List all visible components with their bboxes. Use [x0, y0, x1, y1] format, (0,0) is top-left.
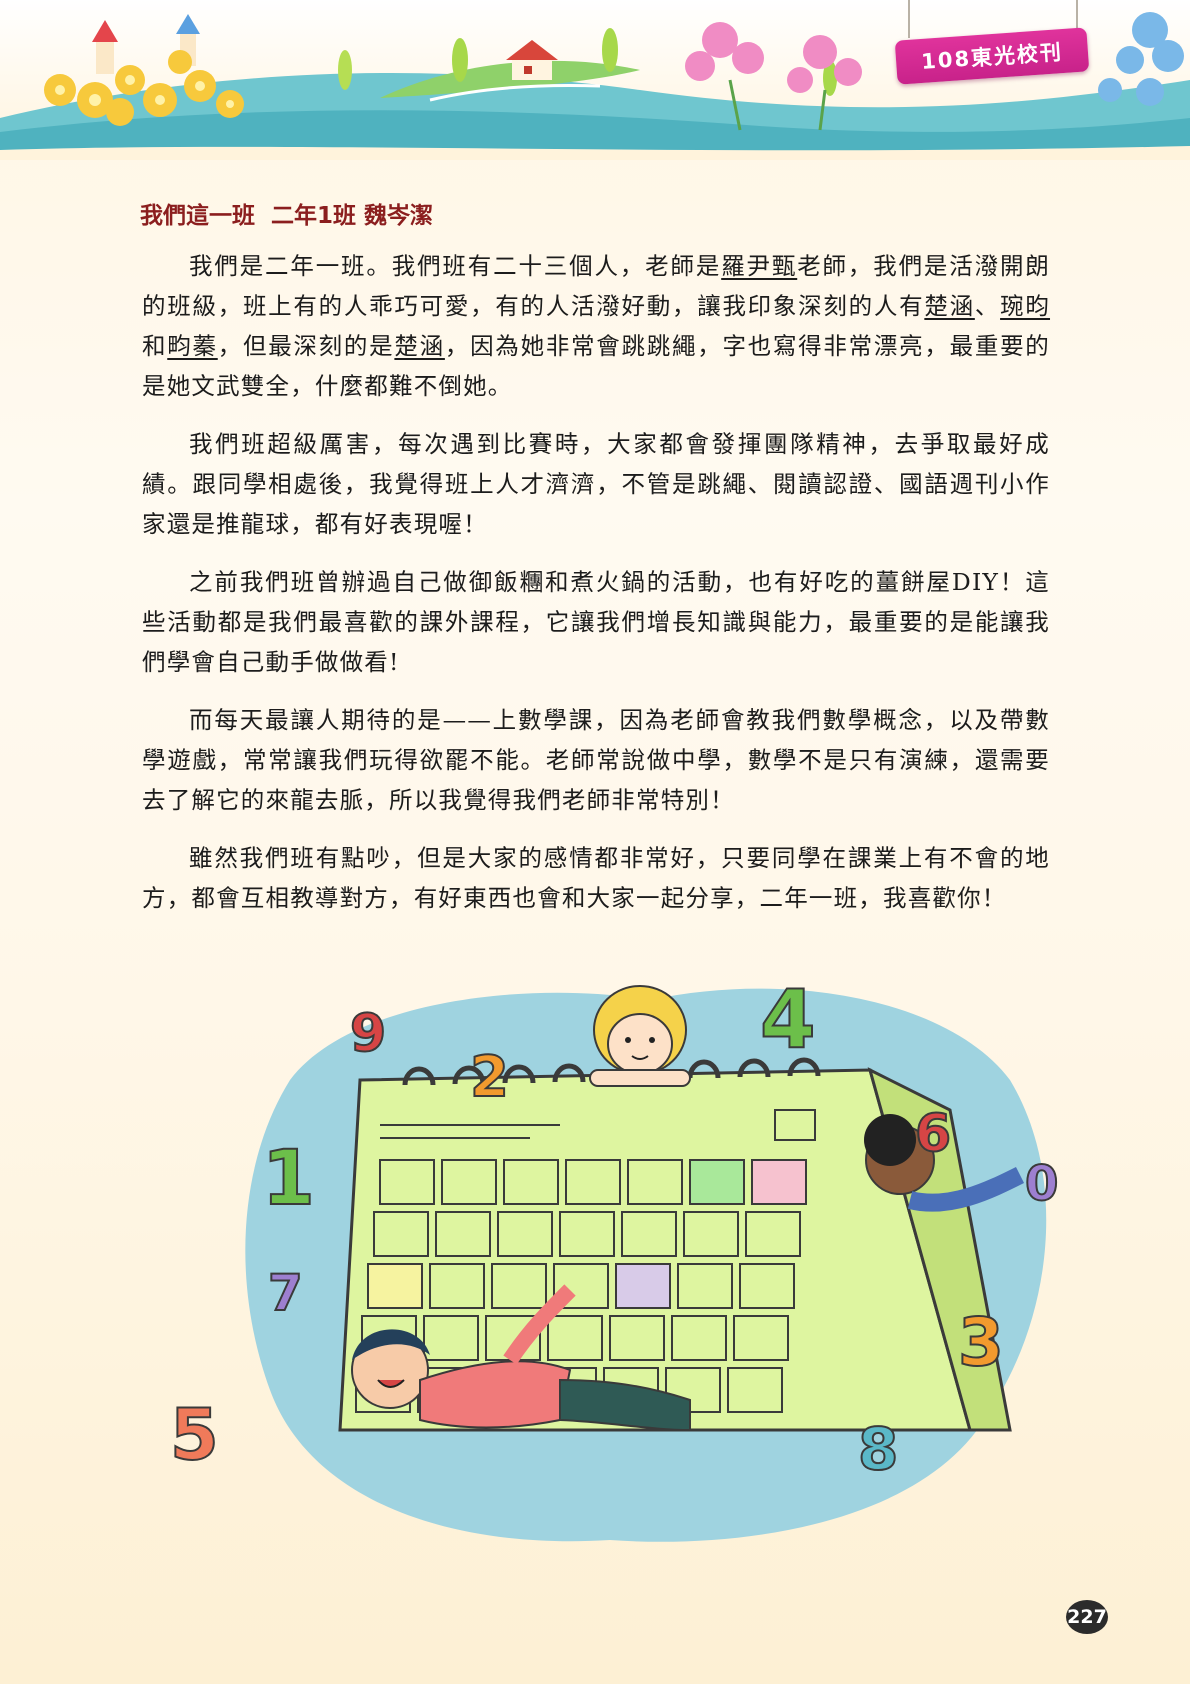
calendar-kids-illustration: [245, 985, 1047, 1542]
calendar-cell: [609, 1315, 665, 1361]
calendar-cell: [677, 1263, 733, 1309]
calendar-cell: [435, 1211, 491, 1257]
illustration-number: 1: [261, 1133, 316, 1222]
header-landscape: [0, 0, 1190, 160]
calendar-cell: [379, 1159, 435, 1205]
calendar-cell: [665, 1367, 721, 1413]
article-paragraph-3: 之前我們班曾辦過自己做御飯糰和煮火鍋的活動，也有好吃的薑餅屋DIY！這些活動都是…: [142, 568, 1050, 676]
illustration-number: 3: [957, 1304, 1005, 1381]
calendar-cell: [615, 1263, 671, 1309]
article-title: 我們這一班 二年1班 魏岑潔: [140, 203, 434, 229]
banner-label: 108東光校刊: [920, 40, 1064, 74]
calendar-cell: [739, 1263, 795, 1309]
underlined-name: 琬昀: [1000, 292, 1051, 320]
calendar-cell: [373, 1211, 429, 1257]
underlined-name: 羅尹甄: [721, 252, 798, 280]
calendar-cell: [423, 1315, 479, 1361]
illustration-number: 8: [857, 1415, 899, 1483]
calendar-cell: [503, 1159, 559, 1205]
calendar-cell: [689, 1159, 745, 1205]
calendar-cell: [745, 1211, 801, 1257]
calendar-cell: [727, 1367, 783, 1413]
illustration-number: 6: [914, 1104, 952, 1164]
calendar-cell: [621, 1211, 677, 1257]
calendar-cell: [671, 1315, 727, 1361]
article-body: 我們是二年一班。我們班有二十三個人，老師是羅尹甄老師，我們是活潑開朗的班級，班上…: [142, 246, 1050, 936]
calendar-cell: [367, 1263, 423, 1309]
illustration-number: 4: [759, 973, 817, 1066]
calendar-cell: [733, 1315, 789, 1361]
article-paragraph-1: 我們是二年一班。我們班有二十三個人，老師是羅尹甄老師，我們是活潑開朗的班級，班上…: [142, 252, 1051, 400]
illustration-number: 5: [169, 1394, 220, 1476]
calendar-cell: [751, 1159, 807, 1205]
illustration-number: 2: [469, 1045, 510, 1110]
calendar-cell: [627, 1159, 683, 1205]
underlined-name: 楚涵: [924, 292, 975, 320]
calendar-cell: [429, 1263, 485, 1309]
calendar-cell: [683, 1211, 739, 1257]
page-number: 227: [1066, 1600, 1108, 1634]
calendar-cell: [547, 1315, 603, 1361]
calendar-cell: [497, 1211, 553, 1257]
calendar-cell: [565, 1159, 621, 1205]
calendar-cell: [559, 1211, 615, 1257]
illustration-number: 0: [1024, 1156, 1059, 1212]
illustration-number: 7: [267, 1264, 304, 1322]
underlined-name: 楚涵: [394, 332, 445, 360]
banner-string-right: [1076, 0, 1078, 38]
article-paragraph-4: 而每天最讓人期待的是——上數學課，因為老師會教我們數學概念，以及帶數學遊戲，常常…: [142, 706, 1050, 814]
banner-string-left: [908, 0, 910, 38]
article-paragraph-5: 雖然我們班有點吵，但是大家的感情都非常好，只要同學在課業上有不會的地方，都會互相…: [142, 844, 1050, 912]
article-paragraph-2: 我們班超級厲害，每次遇到比賽時，大家都會發揮團隊精神，去爭取最好成績。跟同學相處…: [142, 430, 1050, 538]
illustration-number: 9: [349, 1004, 387, 1064]
calendar-cell: [441, 1159, 497, 1205]
underlined-name: 畇蓁: [167, 332, 218, 360]
calendar-cell: [491, 1263, 547, 1309]
